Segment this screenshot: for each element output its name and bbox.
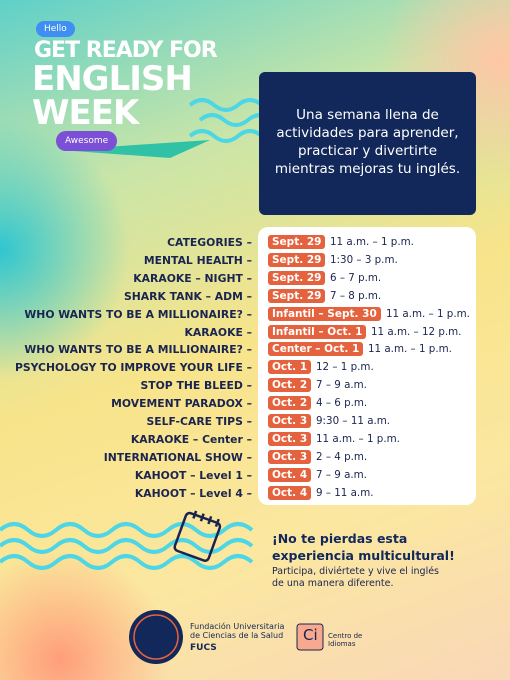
- time: 11 a.m. – 1 p.m.: [368, 343, 452, 356]
- activity: STOP THE BLEED –: [140, 379, 252, 393]
- time: 7 – 9 a.m.: [316, 379, 367, 392]
- time: 11 a.m. – 12 p.m.: [371, 325, 462, 338]
- date-tag: Oct. 2: [268, 378, 312, 393]
- activity: CATEGORIES –: [167, 236, 252, 249]
- activity: KAHOOT – Level 4 –: [134, 486, 252, 500]
- time: 12 – 1 p.m.: [316, 361, 374, 374]
- title-line: GET READY FOR: [34, 38, 218, 63]
- time: 7 – 8 p.m.: [330, 289, 382, 302]
- activity: KARAOKE – Center –: [130, 432, 252, 446]
- date-tag: Center – Oct. 1: [268, 342, 364, 357]
- activity: KARAOKE – NIGHT –: [133, 271, 252, 285]
- activity: WHO WANTS TO BE A MILLIONAIRE? –: [24, 343, 252, 357]
- activity: WHO WANTS TO BE A MILLIONAIRE? –: [24, 307, 252, 321]
- intro-box: Una semana llena de actividades para apr…: [259, 72, 476, 215]
- time: 11 a.m. – 1 p.m.: [330, 236, 414, 248]
- time: 11 a.m. – 1 p.m.: [386, 307, 470, 320]
- date-tag: Oct. 3: [268, 431, 312, 446]
- date-tag: Oct. 2: [268, 396, 312, 411]
- activity: INTERNATIONAL SHOW –: [103, 450, 252, 464]
- date-tag: Oct. 4: [268, 467, 312, 482]
- fucs-acronym: FUCS: [190, 643, 217, 653]
- footer-subtext: Participa, diviértete y vive el inglés d…: [272, 566, 440, 589]
- time: 1:30 – 3 p.m.: [330, 253, 398, 266]
- title-line: ENGLISH: [32, 59, 193, 99]
- time: 6 – 7 p.m.: [330, 271, 382, 284]
- awesome-badge: Awesome: [56, 131, 118, 151]
- time: 9 – 11 a.m.: [316, 486, 374, 499]
- title-line: WEEK: [32, 93, 139, 133]
- ci-mark: Ci: [303, 626, 318, 644]
- activity: PSYCHOLOGY TO IMPROVE YOUR LIFE –: [14, 361, 252, 375]
- activity: SELF-CARE TIPS –: [146, 415, 252, 428]
- footer-headline: ¡No te pierdas esta experiencia multicul…: [272, 531, 455, 563]
- activity: MOVEMENT PARADOX –: [111, 397, 252, 411]
- activity: MENTAL HEALTH –: [143, 253, 252, 267]
- hello-badge: Hello: [36, 21, 75, 37]
- date-tag: Sept. 29: [268, 270, 326, 285]
- fucs-name: Fundación Universitaria de Ciencias de l…: [190, 622, 285, 640]
- date-tag: Oct. 1: [268, 360, 312, 375]
- time: 11 a.m. – 1 p.m.: [316, 432, 400, 445]
- ci-name: Centro de Idiomas: [328, 632, 363, 648]
- time: 4 – 6 p.m.: [316, 397, 368, 410]
- date-tag: Sept. 29: [268, 235, 326, 249]
- time: 9:30 – 11 a.m.: [316, 415, 391, 427]
- activity: KARAOKE –: [184, 325, 252, 339]
- activity: KAHOOT – Level 1 –: [134, 468, 252, 482]
- date-tag: Infantil – Oct. 1: [268, 324, 367, 339]
- date-tag: Oct. 3: [268, 449, 312, 464]
- time: 2 – 4 p.m.: [316, 450, 368, 463]
- date-tag: Sept. 29: [268, 252, 326, 267]
- time: 7 – 9 a.m.: [316, 468, 367, 481]
- date-tag: Oct. 4: [268, 485, 312, 500]
- date-tag: Infantil – Sept. 30: [268, 306, 381, 321]
- date-tag: Oct. 3: [268, 414, 312, 428]
- activity: SHARK TANK – ADM –: [123, 289, 252, 303]
- date-tag: Sept. 29: [268, 288, 326, 303]
